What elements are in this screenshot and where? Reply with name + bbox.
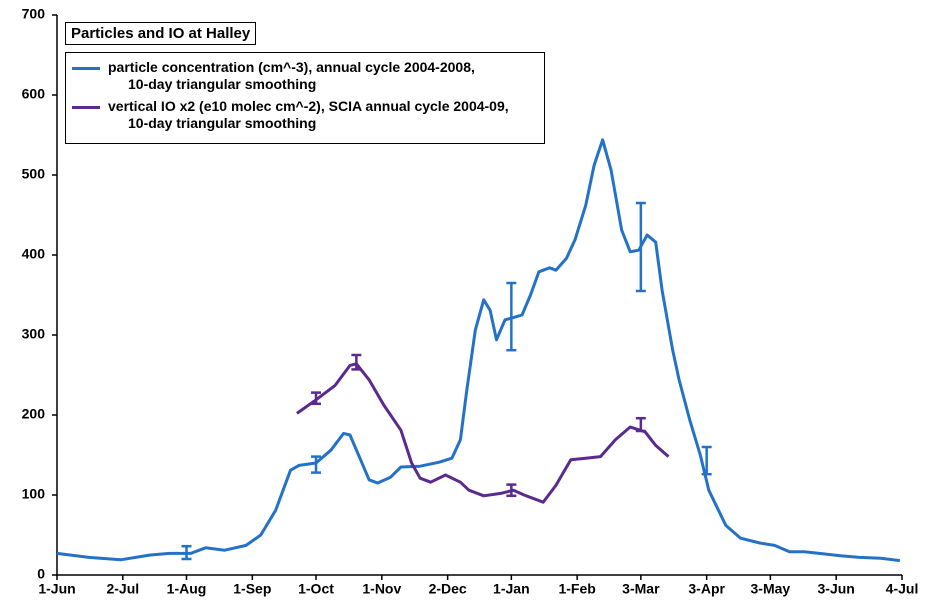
x-tick-label: 2-Dec — [429, 581, 467, 597]
legend-swatch — [72, 106, 100, 109]
y-tick-label: 0 — [37, 566, 45, 582]
x-tick-label: 2-Jul — [106, 581, 139, 597]
x-tick-label: 3-Mar — [622, 581, 660, 597]
legend-label: vertical IO x2 (e10 molec cm^-2), SCIA a… — [108, 98, 509, 131]
legend: particle concentration (cm^-3), annual c… — [65, 52, 545, 144]
legend-swatch — [72, 67, 100, 70]
error-bar — [635, 416, 646, 433]
x-tick-label: 3-Apr — [688, 581, 725, 597]
series-line — [56, 138, 901, 563]
chart-title: Particles and IO at Halley — [65, 22, 257, 45]
x-tick-label: 4-Jul — [886, 581, 919, 597]
error-bar — [351, 353, 362, 371]
y-tick-label: 200 — [22, 406, 46, 422]
x-tick-label: 3-May — [751, 581, 791, 597]
x-tick-label: 1-Nov — [362, 581, 401, 597]
error-bar — [181, 544, 192, 561]
x-tick-label: 1-Feb — [558, 581, 595, 597]
y-tick-label: 100 — [22, 486, 46, 502]
error-bar — [311, 391, 322, 406]
error-bar — [701, 445, 712, 476]
y-tick-label: 700 — [22, 6, 46, 22]
error-bar — [506, 483, 517, 498]
x-tick-label: 1-Jun — [38, 581, 75, 597]
x-tick-label: 3-Jun — [818, 581, 855, 597]
x-tick-label: 1-Jan — [493, 581, 530, 597]
x-tick-label: 1-Oct — [298, 581, 334, 597]
error-bar — [311, 455, 322, 474]
y-tick-label: 300 — [22, 326, 46, 342]
y-tick-label: 400 — [22, 246, 46, 262]
y-tick-label: 500 — [22, 166, 46, 182]
legend-entry: particle concentration (cm^-3), annual c… — [72, 59, 538, 93]
error-bar — [635, 201, 646, 293]
legend-label: particle concentration (cm^-3), annual c… — [108, 59, 475, 92]
y-tick-label: 600 — [22, 86, 46, 102]
x-tick-label: 1-Sep — [233, 581, 271, 597]
x-tick-label: 1-Aug — [167, 581, 207, 597]
legend-entry: vertical IO x2 (e10 molec cm^-2), SCIA a… — [72, 98, 538, 132]
series-line — [296, 362, 670, 504]
error-bar — [506, 281, 517, 352]
